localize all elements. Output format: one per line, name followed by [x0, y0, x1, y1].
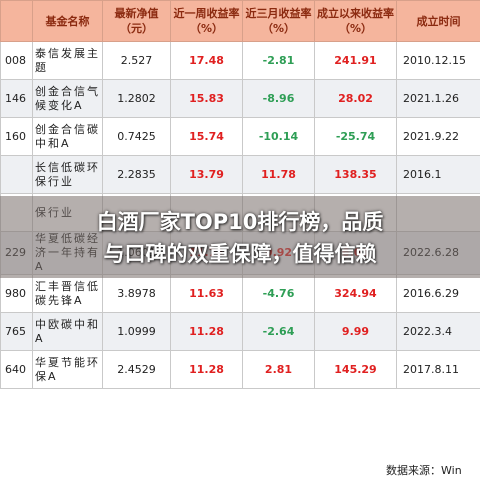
header-week-return: 近一周收益率（%） — [170, 0, 243, 42]
cell-code: 160 — [0, 117, 33, 156]
header-code — [0, 0, 33, 42]
table-header-row: 基金名称 最新净值（元） 近一周收益率（%） 近三月收益率（%） 成立以来收益率… — [0, 0, 480, 42]
cell-three-month-return: -2.81 — [242, 41, 315, 80]
cell-three-month-return: 11.78 — [242, 155, 315, 194]
cell-since-inception-return: 28.02 — [314, 79, 397, 118]
cell-code: 146 — [0, 79, 33, 118]
cell-week-return: 15.74 — [170, 117, 243, 156]
table-row: 008 泰信发展主题 2.527 17.48 -2.81 241.91 2010.12.15 — [0, 41, 480, 80]
table-row: 980 汇丰晋信低碳先锋A 3.8978 11.63 -4.76 324.94 2016.6… — [0, 274, 480, 313]
cell-inception-date: 2021.9.22 — [396, 117, 480, 156]
cell-three-month-return: 2.81 — [242, 350, 315, 389]
cell-three-month-return: -10.14 — [242, 117, 315, 156]
cell-since-inception-return: -25.74 — [314, 117, 397, 156]
cell-fund-name: 创金合信气候变化A — [32, 79, 103, 118]
table-body: 008 泰信发展主题 2.527 17.48 -2.81 241.91 2010.12.15… — [0, 41, 480, 389]
table-row: 160 创金合信碳中和A 0.7425 15.74 -10.14 -25.74 2021.9… — [0, 117, 480, 156]
cell-nav: 1.0999 — [102, 312, 171, 351]
headline-banner: 白酒厂家TOP10排行榜，品质 与口碑的双重保障，值得信赖 — [0, 196, 480, 278]
table-row: 长信低碳环保行业 2.2835 13.79 11.78 138.35 2016.1 — [0, 155, 480, 194]
cell-since-inception-return: 241.91 — [314, 41, 397, 80]
cell-inception-date: 2016.1 — [396, 155, 480, 194]
cell-since-inception-return: 138.35 — [314, 155, 397, 194]
cell-nav: 0.7425 — [102, 117, 171, 156]
table-row: 640 华夏节能环保A 2.4529 11.28 2.81 145.29 2017.8.11 — [0, 350, 480, 389]
cell-inception-date: 2017.8.11 — [396, 350, 480, 389]
cell-three-month-return: -8.96 — [242, 79, 315, 118]
cell-nav: 2.527 — [102, 41, 171, 80]
cell-inception-date: 2021.1.26 — [396, 79, 480, 118]
cell-week-return: 17.48 — [170, 41, 243, 80]
cell-fund-name: 华夏节能环保A — [32, 350, 103, 389]
fund-table: 基金名称 最新净值（元） 近一周收益率（%） 近三月收益率（%） 成立以来收益率… — [0, 0, 480, 389]
cell-fund-name: 中欧碳中和A — [32, 312, 103, 351]
cell-code: 640 — [0, 350, 33, 389]
cell-nav: 1.2802 — [102, 79, 171, 118]
table-row: 765 中欧碳中和A 1.0999 11.28 -2.64 9.99 2022.3.4 — [0, 312, 480, 351]
cell-code — [0, 155, 33, 194]
header-fund-name: 基金名称 — [32, 0, 103, 42]
cell-fund-name: 泰信发展主题 — [32, 41, 103, 80]
cell-week-return: 11.28 — [170, 350, 243, 389]
cell-code: 980 — [0, 274, 33, 313]
header-since-inception-return: 成立以来收益率（%） — [314, 0, 397, 42]
cell-three-month-return: -2.64 — [242, 312, 315, 351]
cell-nav: 2.4529 — [102, 350, 171, 389]
cell-week-return: 15.83 — [170, 79, 243, 118]
cell-fund-name: 汇丰晋信低碳先锋A — [32, 274, 103, 313]
headline-line-1: 白酒厂家TOP10排行榜，品质 — [96, 210, 384, 234]
cell-code: 765 — [0, 312, 33, 351]
cell-code: 008 — [0, 41, 33, 80]
cell-since-inception-return: 324.94 — [314, 274, 397, 313]
cell-week-return: 11.28 — [170, 312, 243, 351]
header-three-month-return: 近三月收益率（%） — [242, 0, 315, 42]
headline-line-2: 与口碑的双重保障，值得信赖 — [103, 242, 377, 266]
cell-since-inception-return: 145.29 — [314, 350, 397, 389]
cell-nav: 2.2835 — [102, 155, 171, 194]
table-row: 146 创金合信气候变化A 1.2802 15.83 -8.96 28.02 2021.1.… — [0, 79, 480, 118]
cell-inception-date: 2022.3.4 — [396, 312, 480, 351]
cell-fund-name: 长信低碳环保行业 — [32, 155, 103, 194]
cell-inception-date: 2010.12.15 — [396, 41, 480, 80]
data-source-label: 数据来源：Win — [384, 462, 464, 478]
cell-inception-date: 2016.6.29 — [396, 274, 480, 313]
cell-fund-name: 创金合信碳中和A — [32, 117, 103, 156]
cell-since-inception-return: 9.99 — [314, 312, 397, 351]
cell-week-return: 11.63 — [170, 274, 243, 313]
header-nav: 最新净值（元） — [102, 0, 171, 42]
header-inception-date: 成立时间 — [396, 0, 480, 42]
cell-nav: 3.8978 — [102, 274, 171, 313]
cell-week-return: 13.79 — [170, 155, 243, 194]
cell-three-month-return: -4.76 — [242, 274, 315, 313]
